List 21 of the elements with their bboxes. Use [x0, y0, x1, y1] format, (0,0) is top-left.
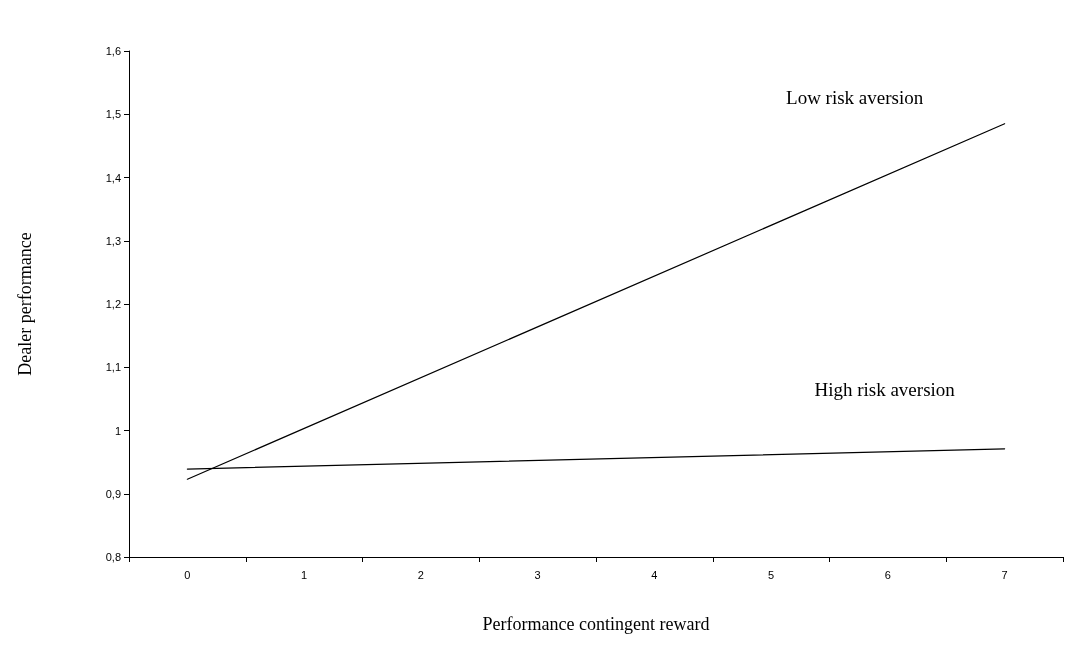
y-tick-label: 1,4 [105, 171, 121, 184]
text: Low risk aversion [786, 86, 924, 108]
y-tick-label: 1,1 [105, 361, 121, 374]
y-tick-label: 1,5 [105, 108, 121, 121]
text: High risk aversion [814, 378, 956, 400]
x-tick-label: 3 [534, 568, 541, 581]
x-tick-label: 0 [184, 568, 191, 581]
y-tick-label: 1,3 [105, 234, 121, 247]
x-tick-label: 5 [768, 568, 775, 581]
x-tick-label: 6 [884, 568, 891, 581]
y-tick-label: 1 [114, 424, 121, 437]
x-tick-label: 7 [1001, 568, 1008, 581]
y-tick-label: 0,9 [105, 487, 121, 500]
y-tick-label: 1,6 [105, 45, 121, 57]
x-tick-label: 2 [417, 568, 424, 581]
x-tick-label: 1 [301, 568, 308, 581]
y-tick-label: 1,2 [105, 298, 121, 310]
x-tick-label: 4 [651, 568, 658, 581]
y-tick-label: 0,8 [105, 551, 121, 563]
x-axis-title: Performance contingent reward [482, 614, 710, 634]
y-axis-title: Dealer performance [15, 232, 35, 376]
